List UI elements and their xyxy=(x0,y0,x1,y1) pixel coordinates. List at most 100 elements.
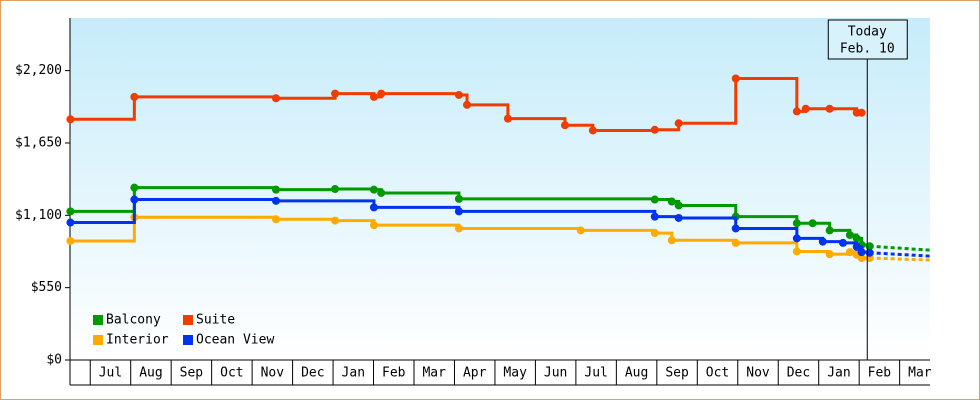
point xyxy=(731,224,740,233)
point xyxy=(66,115,75,124)
x-tick-label: Feb xyxy=(382,366,406,381)
point xyxy=(130,183,139,192)
point xyxy=(852,242,861,251)
point xyxy=(66,236,75,245)
x-tick-label: Sep xyxy=(665,366,689,381)
point xyxy=(331,185,340,193)
point xyxy=(674,213,683,222)
point xyxy=(825,250,834,259)
legend-swatch xyxy=(93,335,103,345)
x-tick-label: Feb xyxy=(868,366,892,381)
point xyxy=(674,201,683,210)
point xyxy=(377,89,386,98)
point xyxy=(731,74,740,83)
x-tick-label: Nov xyxy=(261,366,285,381)
point xyxy=(454,90,463,99)
point xyxy=(560,121,569,130)
point xyxy=(845,231,854,240)
point xyxy=(667,197,676,206)
point xyxy=(66,207,75,216)
point xyxy=(576,226,585,235)
point xyxy=(650,125,659,134)
today-box xyxy=(827,19,908,60)
today-date: Feb. 10 xyxy=(840,42,895,57)
legend-swatch xyxy=(183,335,193,345)
y-tick-label: $550 xyxy=(31,280,62,295)
x-tick-label: Aug xyxy=(139,366,162,381)
point xyxy=(503,114,512,123)
x-tick-label: Dec xyxy=(787,366,810,381)
y-tick-label: $1,100 xyxy=(15,208,62,223)
point xyxy=(369,221,378,230)
point xyxy=(825,104,834,113)
point xyxy=(66,218,75,227)
point xyxy=(674,119,683,128)
point xyxy=(650,195,659,204)
point xyxy=(369,203,378,212)
x-tick-label: Sep xyxy=(180,366,204,381)
x-tick-label: Mar xyxy=(908,366,932,381)
x-tick-label: Apr xyxy=(463,366,487,381)
legend-label: Ocean View xyxy=(196,333,274,348)
point xyxy=(369,92,378,101)
point xyxy=(852,234,861,243)
y-tick-label: $0 xyxy=(46,353,62,368)
point xyxy=(801,104,810,113)
point xyxy=(650,229,659,238)
point xyxy=(331,89,340,98)
legend-swatch xyxy=(93,315,103,325)
point xyxy=(271,94,280,103)
point xyxy=(271,185,280,194)
point xyxy=(130,195,139,204)
point xyxy=(271,215,280,224)
x-tick-label: Jul xyxy=(584,366,607,381)
x-tick-label: Oct xyxy=(220,366,243,381)
point xyxy=(463,100,472,109)
x-tick-label: May xyxy=(503,366,527,381)
point xyxy=(369,185,378,194)
point xyxy=(825,226,834,235)
x-tick-label: Oct xyxy=(706,366,729,381)
point xyxy=(808,219,817,228)
point xyxy=(271,196,280,205)
today-label: Today xyxy=(848,25,887,40)
point xyxy=(130,92,139,101)
x-tick-label: Mar xyxy=(422,366,446,381)
point xyxy=(650,212,659,221)
point xyxy=(454,207,463,216)
forecast-line xyxy=(869,251,931,258)
point xyxy=(731,238,740,247)
point xyxy=(792,107,801,116)
point xyxy=(331,216,340,225)
point xyxy=(857,108,866,117)
point xyxy=(454,224,463,233)
point xyxy=(792,247,801,256)
x-tick-label: Jun xyxy=(544,366,567,381)
y-tick-label: $2,200 xyxy=(15,63,62,78)
x-tick-label: Jul xyxy=(99,366,122,381)
point xyxy=(792,219,801,228)
forecast-line xyxy=(869,256,931,262)
point xyxy=(845,248,854,257)
x-tick-label: Dec xyxy=(301,366,324,381)
legend-label: Interior xyxy=(106,333,169,348)
point xyxy=(857,248,866,257)
x-tick-label: Nov xyxy=(746,366,770,381)
point xyxy=(857,254,866,263)
legend-swatch xyxy=(183,315,193,325)
point xyxy=(838,238,847,247)
point xyxy=(792,234,801,243)
x-tick-label: Aug xyxy=(625,366,648,381)
forecast-line xyxy=(869,244,931,252)
x-tick-label: Jan xyxy=(342,366,365,381)
point xyxy=(454,194,463,203)
point xyxy=(377,188,386,197)
point xyxy=(818,237,827,246)
legend-label: Balcony xyxy=(106,313,161,328)
point xyxy=(588,126,597,135)
legend-label: Suite xyxy=(196,313,235,328)
x-tick-label: Jan xyxy=(827,366,850,381)
y-tick-label: $1,650 xyxy=(15,135,62,150)
point xyxy=(667,236,676,245)
